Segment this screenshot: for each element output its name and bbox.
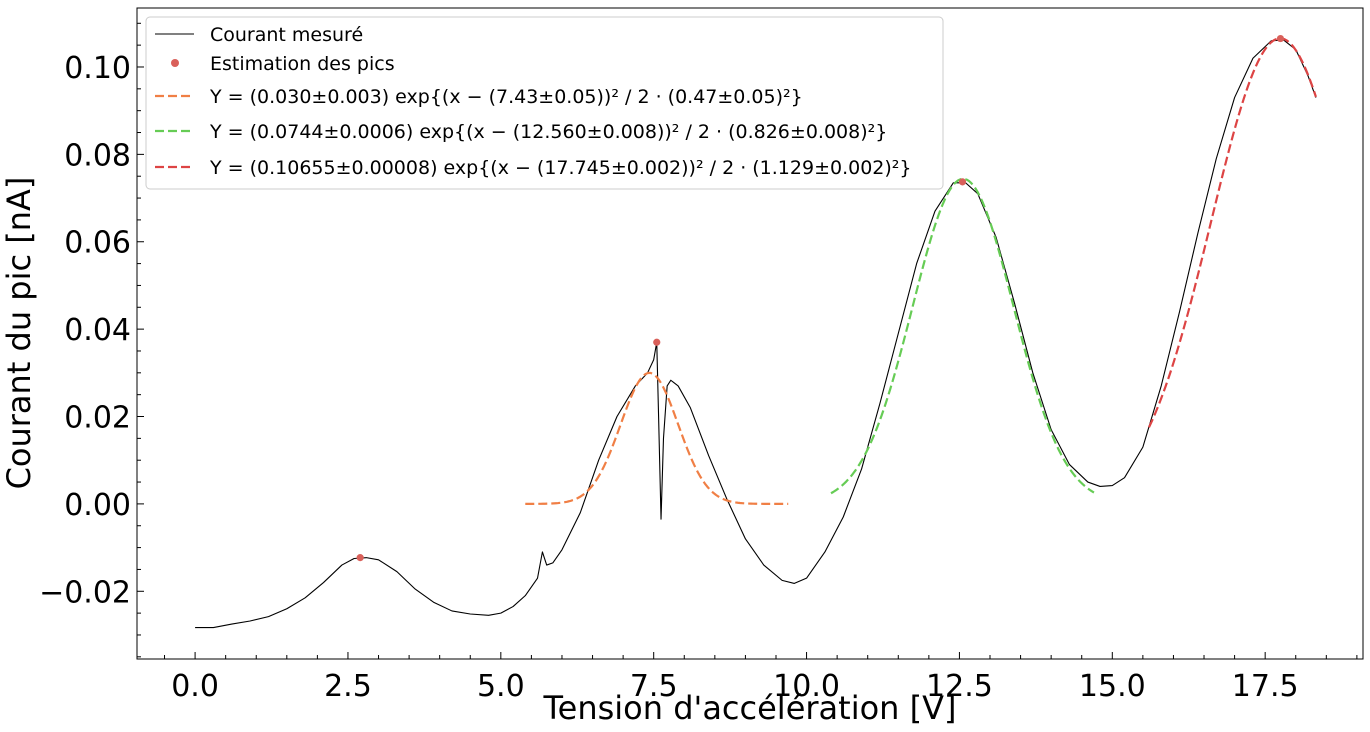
legend-label: Y = (0.0744±0.0006) exp{(x − (12.560±0.0… <box>209 121 887 143</box>
peak-markers <box>356 34 1285 562</box>
y-tick-label: 0.10 <box>64 51 131 86</box>
legend-label: Courant mesuré <box>210 24 363 46</box>
x-tick-label: 2.5 <box>324 669 372 704</box>
y-tick-label: −0.02 <box>39 575 131 610</box>
legend-label: Estimation des pics <box>210 53 395 75</box>
series-line-0 <box>195 39 1317 629</box>
y-tick-label: 0.04 <box>64 313 131 348</box>
y-axis-label: Courant du pic [nA] <box>0 177 38 490</box>
plot-frame <box>136 7 1364 660</box>
legend-box <box>145 16 944 190</box>
peak-point <box>1276 34 1285 43</box>
legend: Courant mesuré Estimation des pics Y = (0.… <box>145 16 944 190</box>
x-axis-label: Tension d'accélération [V] <box>543 689 957 727</box>
legend-label: Y = (0.030±0.003) exp{(x − (7.43±0.05))²… <box>209 86 803 108</box>
y-tick-label: 0.00 <box>64 488 131 523</box>
series-line-3 <box>1147 37 1317 428</box>
x-tick-label: 17.5 <box>1232 669 1299 704</box>
x-tick-label: 15.0 <box>1079 669 1146 704</box>
peak-point <box>958 178 967 186</box>
legend-marker <box>171 59 179 67</box>
x-tick-label: 7.5 <box>630 669 678 704</box>
peak-point <box>356 554 364 562</box>
x-tick-label: 5.0 <box>477 669 525 704</box>
x-tick-label: 12.5 <box>926 669 993 704</box>
x-tick-label: 0.0 <box>171 669 219 704</box>
tick-labels: 0.0 2.5 5.0 7.5 10.0 12.5 15.0 17.5 −0.02 0.00 0.0… <box>39 51 1299 704</box>
y-tick-label: 0.06 <box>64 226 131 261</box>
series-layer <box>195 37 1317 629</box>
series-line-2 <box>830 177 1095 495</box>
y-tick-label: 0.08 <box>64 138 131 173</box>
x-tick-label: 10.0 <box>773 669 840 704</box>
legend-label: Y = (0.10655±0.00008) exp{(x − (17.745±0… <box>209 157 912 179</box>
series-line-1 <box>525 371 789 505</box>
y-tick-label: 0.02 <box>64 401 131 436</box>
peak-point <box>653 338 661 346</box>
tick-marks <box>137 22 1358 659</box>
